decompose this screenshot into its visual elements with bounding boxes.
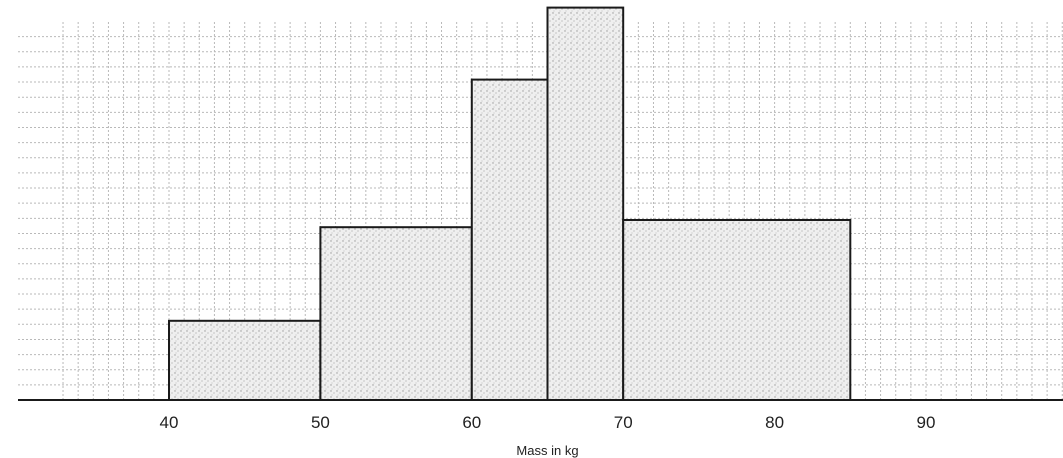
x-tick-label: 90 bbox=[917, 413, 936, 432]
histogram-bar-70-85 bbox=[622, 219, 852, 401]
bars bbox=[168, 6, 852, 401]
histogram-bar-40-50 bbox=[168, 319, 322, 401]
x-tick-label: 70 bbox=[614, 413, 633, 432]
histogram-bar-65-70 bbox=[546, 6, 625, 401]
histogram-bar-50-60 bbox=[319, 226, 473, 401]
x-tick-label: 40 bbox=[160, 413, 179, 432]
x-axis: 40 50 60 70 80 90 bbox=[18, 399, 1063, 432]
x-tick-label: 80 bbox=[765, 413, 784, 432]
x-axis-title: Mass in kg bbox=[516, 443, 578, 458]
x-tick-label: 60 bbox=[462, 413, 481, 432]
histogram-bar-60-65 bbox=[470, 78, 549, 401]
x-tick-label: 50 bbox=[311, 413, 330, 432]
